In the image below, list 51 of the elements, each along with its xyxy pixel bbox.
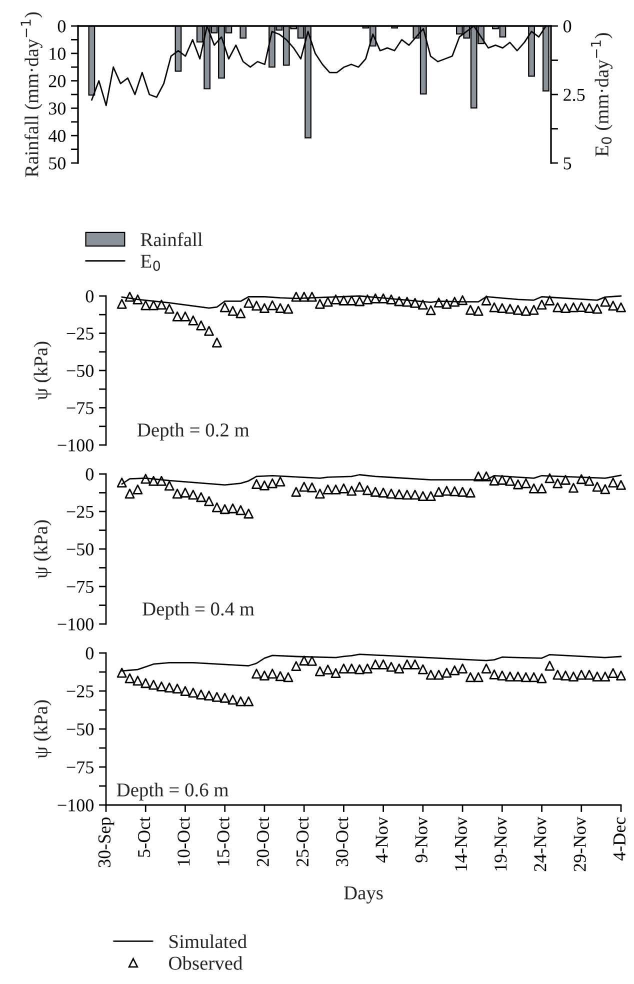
y-tick-label: −25 <box>66 506 94 518</box>
x-tick-label: 5-Oct <box>138 816 150 857</box>
x-tick-label: 29-Nov <box>574 816 586 872</box>
x-tick-label: 9-Nov <box>415 816 428 862</box>
y-tick-label: −100 <box>58 799 94 812</box>
y-axis-title: ψ (kPa) <box>34 520 52 578</box>
y-tick-label: −50 <box>66 723 94 736</box>
y-axis-title: Rainfall (mm·day$^{−1}$) <box>20 12 42 177</box>
y2-axis-title: E$_{0}$ (mm·day$^{−1}$) <box>590 33 612 156</box>
y-tick-label: 0 <box>86 647 94 660</box>
y-tick-label: 0 <box>58 20 66 32</box>
y-axis-title: ψ (kPa) <box>34 342 52 400</box>
x-tick-label: 4-Dec <box>613 817 626 861</box>
annotation: Depth = 0.2 m <box>137 422 250 441</box>
legend-label: E$_{0}$ <box>140 254 160 271</box>
y-tick-label: −50 <box>66 364 94 377</box>
x-tick-label: 20-Oct <box>256 816 269 866</box>
annotation: Depth = 0.4 m <box>142 602 254 620</box>
x-tick-label: 24-Nov <box>534 816 546 872</box>
y-tick-label: −25 <box>66 328 94 340</box>
y-tick-label: 20 <box>48 75 66 88</box>
y2-tick-label: 5 <box>564 157 572 170</box>
x-tick-label: 14-Nov <box>454 816 468 870</box>
x-tick-label: 15-Oct <box>217 816 230 866</box>
legend-label: Simulated <box>170 934 247 948</box>
y-axis-title: ψ (kPa) <box>34 700 52 758</box>
y-tick-label: 40 <box>48 130 66 142</box>
y-tick-label: 50 <box>49 157 66 170</box>
legend-label: Observed <box>169 956 242 970</box>
y-tick-label: −75 <box>66 761 94 774</box>
y-tick-label: −100 <box>58 439 94 452</box>
y-tick-label: 0 <box>86 468 94 480</box>
x-tick-label: 30-Sep <box>98 818 114 868</box>
y-tick-label: 0 <box>86 290 94 302</box>
x-tick-label: 30-Oct <box>336 816 348 866</box>
annotation: Depth = 0.6 m <box>116 782 228 800</box>
y-tick-label: −75 <box>66 402 94 414</box>
x-tick-label: 25-Oct <box>296 816 309 866</box>
y-tick-label: 30 <box>49 102 66 115</box>
y-tick-label: −100 <box>58 618 94 630</box>
y-tick-label: −25 <box>66 685 94 698</box>
x-tick-label: 19-Nov <box>494 816 507 870</box>
y-tick-label: 10 <box>50 48 66 60</box>
y-tick-label: −75 <box>66 580 94 593</box>
y-tick-label: −50 <box>66 543 94 556</box>
y2-tick-label: 0 <box>563 20 572 32</box>
x-tick-label: 4-Nov <box>376 816 388 863</box>
x-tick-label: 10-Oct <box>178 816 190 866</box>
y2-tick-label: 2.5 <box>564 88 585 102</box>
legend-label: Rainfall <box>140 232 202 246</box>
x-axis-title: Days <box>344 886 383 904</box>
